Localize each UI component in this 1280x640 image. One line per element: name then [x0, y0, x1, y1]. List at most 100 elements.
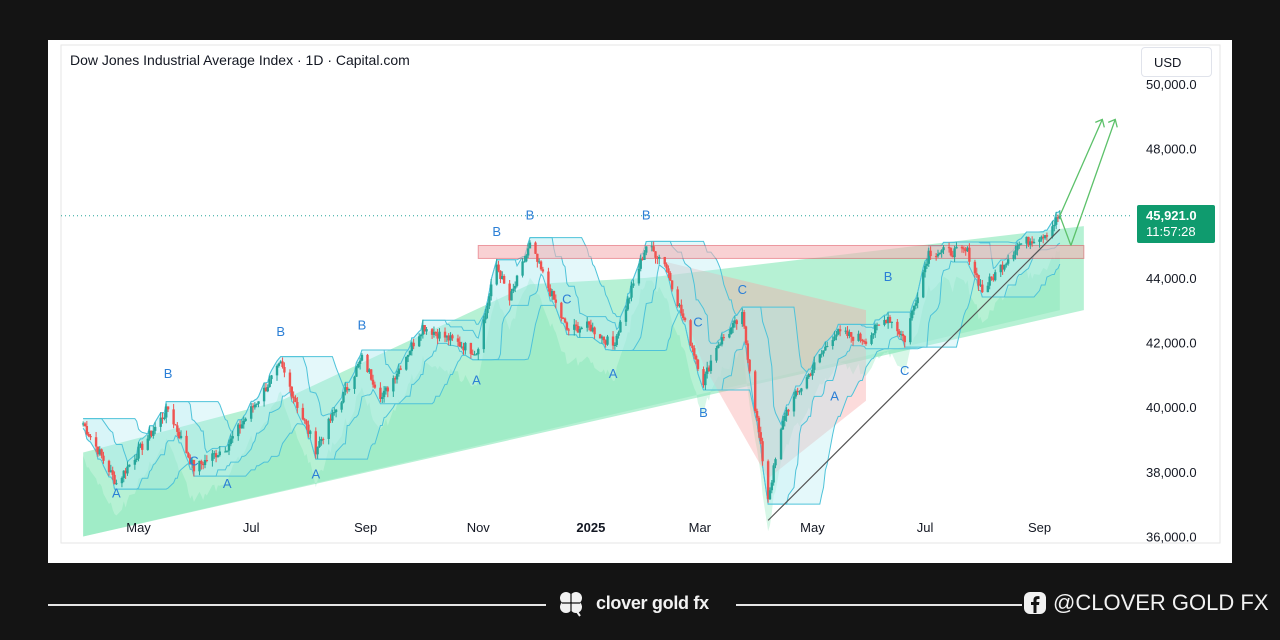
candle-body	[218, 451, 221, 456]
candle-body	[645, 246, 648, 253]
candle-body	[512, 288, 515, 292]
candle-body	[1053, 224, 1056, 227]
candle-body	[901, 334, 905, 337]
candle-body	[862, 341, 866, 343]
currency-button[interactable]: USD	[1141, 47, 1212, 77]
candle-body	[102, 455, 105, 461]
candle-body	[691, 345, 694, 349]
candle-body	[955, 246, 958, 249]
candle-body	[214, 453, 218, 458]
candle-body	[344, 387, 347, 392]
candle-body	[179, 435, 183, 439]
candle-body	[925, 263, 929, 266]
candle-body	[368, 369, 371, 373]
candle-body	[898, 331, 901, 335]
candle-body	[890, 321, 894, 323]
candle-body	[231, 436, 234, 439]
x-tick-label: Jul	[243, 520, 260, 535]
candle-body	[89, 435, 92, 438]
candle-body	[264, 387, 268, 392]
candle-body	[994, 272, 997, 281]
candle-body	[787, 409, 790, 412]
wave-label: C	[900, 363, 909, 378]
candle-body	[720, 337, 724, 345]
candle-body	[833, 336, 836, 341]
candle-body	[733, 320, 737, 324]
candle-body	[177, 431, 181, 439]
candle-body	[464, 342, 467, 351]
last-price-badge: 45,921.0 11:57:28	[1137, 205, 1215, 243]
candle-body	[381, 397, 384, 399]
candle-body	[392, 378, 395, 392]
candle-body	[704, 373, 707, 386]
candle-body	[153, 426, 157, 431]
candle-body	[283, 367, 286, 373]
candle-body	[742, 312, 746, 327]
candle-body	[484, 313, 487, 320]
candle-body	[552, 291, 556, 300]
candle-body	[240, 424, 244, 429]
candle-body	[399, 368, 402, 370]
candle-body	[279, 361, 282, 364]
candle-body	[680, 304, 683, 314]
candle-body	[807, 374, 810, 378]
candle-body	[406, 354, 410, 357]
candle-body	[473, 354, 476, 356]
candle-body	[1012, 254, 1015, 260]
chart-title: Dow Jones Industrial Average Index · 1D …	[70, 52, 410, 68]
candle-body	[333, 412, 336, 414]
x-tick-label: 2025	[576, 520, 605, 535]
candle-body	[201, 463, 205, 466]
candle-body	[960, 246, 964, 249]
candle-body	[152, 430, 155, 436]
candle-body	[591, 327, 594, 332]
candle-body	[864, 341, 868, 344]
candle-body	[639, 258, 642, 269]
candle-body	[818, 354, 822, 363]
candle-body	[443, 331, 447, 338]
candle-body	[735, 320, 738, 325]
candle-body	[748, 359, 751, 372]
candle-body	[462, 346, 465, 351]
candle-body	[541, 269, 545, 272]
candle-body	[632, 283, 635, 286]
candle-body	[826, 345, 829, 347]
candle-body	[340, 402, 343, 410]
footer-divider-left	[48, 604, 546, 606]
candle-body	[953, 248, 956, 258]
candle-body	[251, 406, 255, 408]
candle-body	[190, 459, 194, 465]
wave-label: B	[884, 269, 893, 284]
candle-body	[412, 342, 415, 347]
candle-body	[244, 418, 247, 421]
candle-body	[561, 318, 565, 320]
candle-body	[877, 324, 881, 326]
candle-body	[146, 438, 149, 450]
y-tick-label: 38,000.0	[1146, 465, 1197, 480]
price-chart[interactable]: A B C A B A B A B B C A B C B C A B C 50,000.0 48,000.0 44,0…	[48, 40, 1232, 563]
candle-body	[754, 371, 757, 411]
candle-body	[309, 431, 312, 434]
candle-body	[185, 435, 188, 454]
candle-body	[120, 477, 124, 484]
candle-body	[574, 324, 578, 326]
x-tick-label: Sep	[1028, 520, 1051, 535]
candle-body	[981, 284, 984, 293]
candle-body	[126, 466, 129, 474]
candle-body	[497, 264, 500, 271]
candle-body	[320, 438, 323, 442]
projection-arrow	[1070, 119, 1116, 246]
candle-body	[521, 261, 524, 276]
candle-body	[303, 419, 306, 421]
candle-body	[846, 330, 849, 336]
candle-body	[423, 325, 426, 332]
candle-body	[859, 333, 862, 340]
candle-body	[501, 276, 504, 279]
wave-label: C	[693, 314, 702, 329]
candle-body	[447, 335, 450, 341]
social-handle[interactable]: @CLOVER GOLD FX	[1023, 588, 1269, 618]
candle-body	[694, 355, 698, 360]
candle-body	[824, 346, 827, 351]
candle-body	[290, 386, 293, 397]
candle-body	[488, 296, 491, 306]
